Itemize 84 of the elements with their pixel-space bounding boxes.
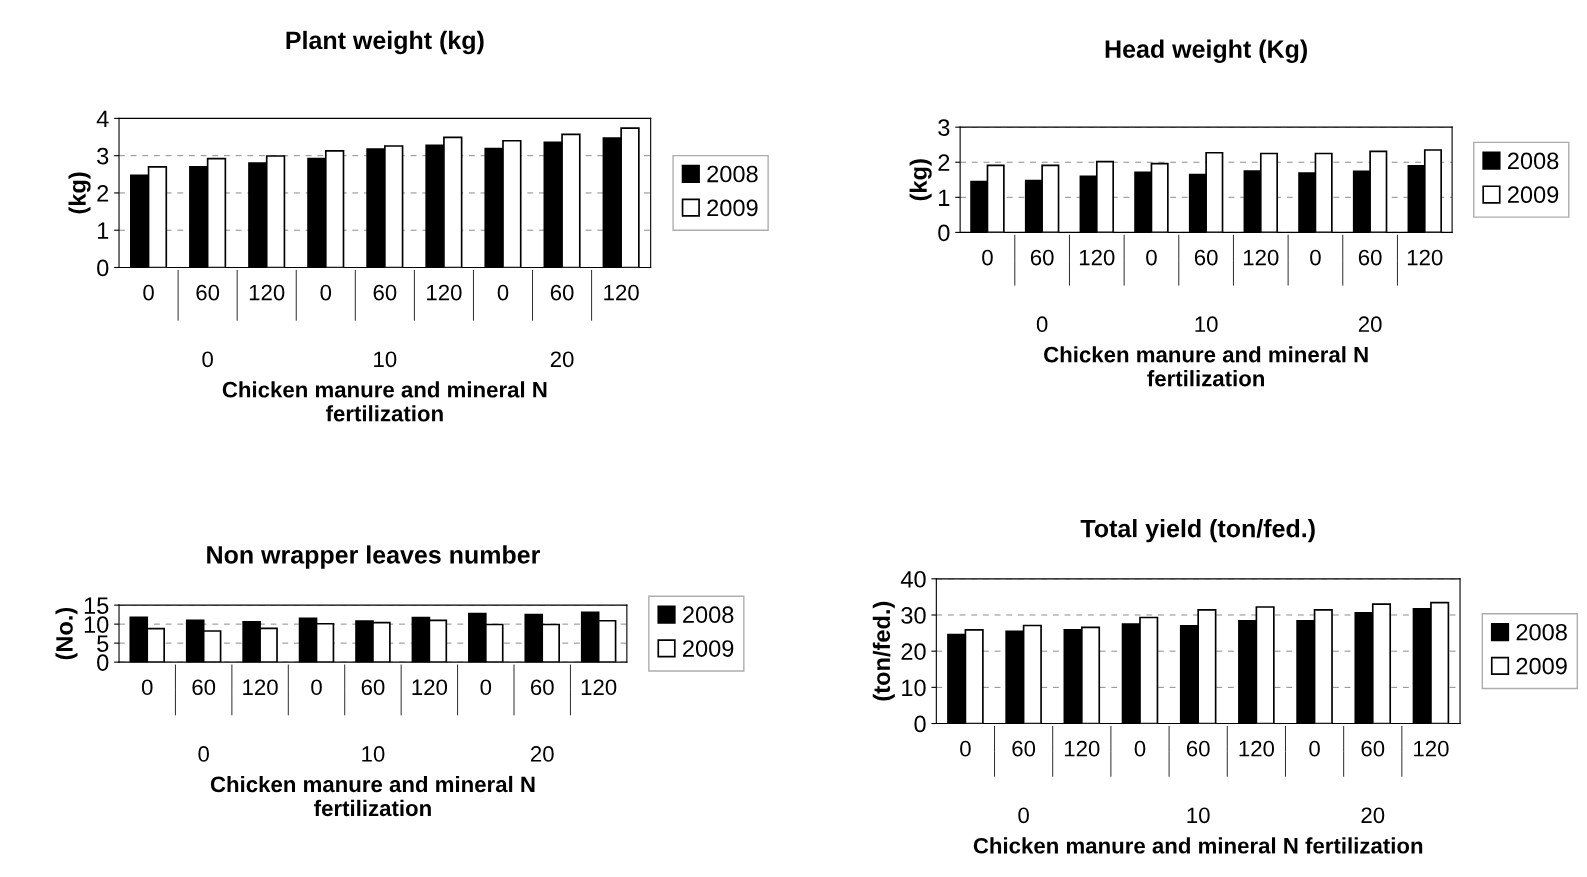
x-tick-label: 120 [604,284,639,301]
y-tick-label: 3 [938,119,950,136]
y-tick-label: 20 [901,643,926,660]
x-tick-label: 0 [480,679,492,696]
chart-title: Non wrapper leaves number [207,545,540,569]
chart-title: Total yield (ton/fed.) [1080,519,1315,543]
x-tick-label: 60 [373,284,397,301]
x-tick-label: 60 [192,679,216,696]
x-tick-label: 120 [1243,249,1279,266]
y-tick-label: 40 [900,570,926,588]
text: 10 [1195,316,1218,333]
y-tick-label: 15 [84,597,109,614]
x-tick-label: 120 [1064,740,1100,757]
legend-label: 2009 [683,640,734,657]
chart-title: Head weight (Kg) [1105,39,1307,64]
x-tick-label: 60 [1186,740,1210,757]
x-tick-label: 0 [1310,249,1321,266]
y-tick-label: 2 [938,154,950,171]
y-tick-label: 0 [97,654,109,671]
y-axis-title: (ton/fed.) [872,601,895,701]
y-tick-label: 4 [96,110,109,127]
legend-label: 2009 [1516,657,1567,675]
legend-label: 2008 [707,165,758,183]
legend-label: 2008 [683,606,734,624]
legend-label: 2008 [1507,152,1559,170]
y-tick-label: 30 [901,607,926,624]
x-tick-label: 0 [982,249,993,266]
x-tick-label: 120 [1407,249,1443,266]
x-tick-label: 120 [1239,740,1275,757]
x-tick-label: 60 [361,679,385,696]
legend-label: 2009 [1507,186,1559,204]
text: 10 [362,746,385,762]
x-tick-label: 0 [320,284,332,301]
x-tick-label: 0 [1134,740,1146,757]
text: 0 [202,351,213,368]
y-axis-title: (No.) [55,607,78,660]
text: 0 [1036,316,1048,333]
y-tick-label: 0 [938,224,950,242]
text: 20 [530,746,554,762]
x-tick-label: 60 [1030,249,1054,266]
text: 20 [1361,807,1385,824]
y-tick-label: 1 [939,189,950,206]
x-tick-label: 0 [141,679,153,696]
text: 0 [1018,807,1029,824]
x-tick-label: 120 [1079,249,1115,266]
y-tick-label: 10 [902,679,926,697]
text: 10 [1187,807,1210,824]
y-tick-label: 2 [97,185,109,202]
x-tick-label: 60 [550,284,574,301]
x-tick-label: 0 [311,679,322,696]
x-tick-label: 120 [427,284,462,301]
y-tick-label: 10 [84,616,109,633]
x-tick-label: 120 [581,679,617,696]
x-axis-title: Chicken manure and mineral N fertilization [1044,346,1368,387]
x-tick-label: 60 [531,679,554,696]
x-tick-label: 0 [1309,740,1320,757]
y-tick-label: 5 [97,635,109,652]
y-axis-title: (kg) [909,159,932,201]
x-tick-label: 0 [1146,249,1157,266]
legend-label: 2009 [707,199,758,217]
text: 10 [374,351,397,368]
legend-label: 2008 [1516,623,1567,641]
x-tick-label: 60 [196,284,220,301]
x-tick-label: 120 [249,284,285,301]
x-tick-label: 0 [143,284,154,301]
x-tick-label: 0 [960,740,971,757]
y-tick-label: 1 [97,222,109,239]
x-axis-title: Chicken manure and mineral N fertilization [210,775,535,817]
x-tick-label: 60 [1012,740,1036,757]
x-axis-title: Chicken manure and mineral N fertilization [973,837,1423,854]
text: 20 [550,351,574,368]
y-tick-label: 3 [97,147,109,165]
x-tick-label: 120 [412,679,448,696]
x-tick-label: 60 [1358,249,1382,266]
x-tick-label: 0 [497,284,509,301]
x-tick-label: 60 [1361,740,1385,757]
x-axis-title: Chicken manure and mineral N fertilization [222,381,547,422]
y-tick-label: 0 [914,715,926,733]
x-tick-label: 60 [1194,249,1218,266]
x-tick-label: 120 [1414,740,1449,757]
y-axis-title: (kg) [68,172,91,214]
text: 20 [1358,316,1382,333]
x-tick-label: 120 [243,679,278,696]
chart-title: Plant weight (kg) [286,30,484,55]
